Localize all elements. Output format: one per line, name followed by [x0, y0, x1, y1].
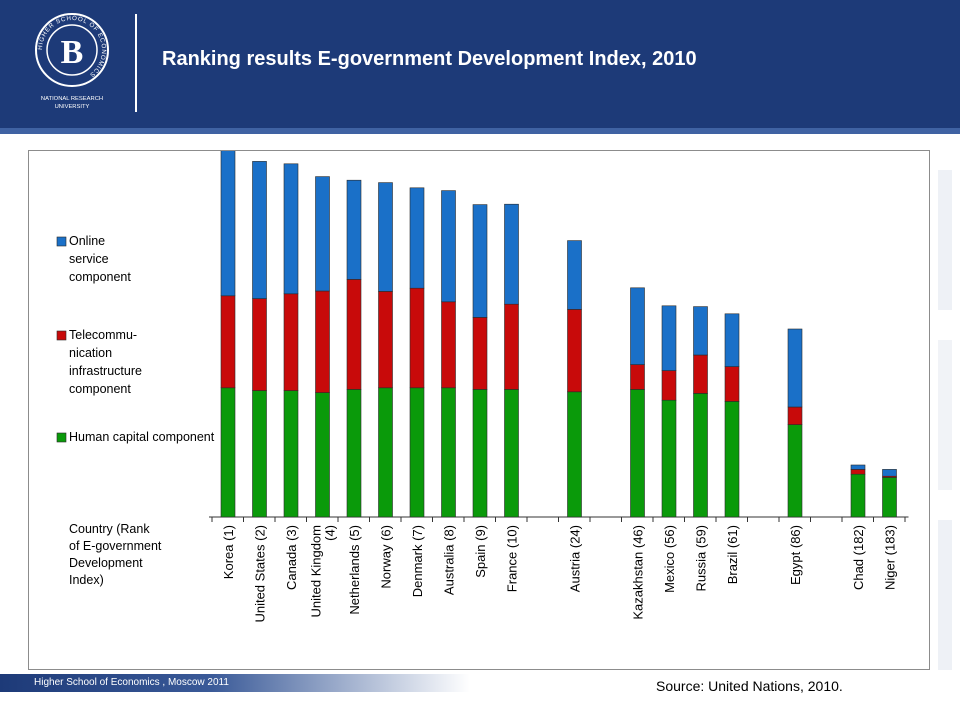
- online-service-bar: [346, 179, 362, 280]
- human-capital-bar: [567, 391, 582, 518]
- telecom-bar: [567, 309, 582, 393]
- online-service-bar: [724, 313, 740, 367]
- human-capital-bar: [472, 389, 488, 518]
- human-capital-bar: [409, 387, 425, 518]
- hse-logo-icon: HIGHER SCHOOL OF ECONOMICS В NATIONAL RE…: [30, 10, 114, 122]
- human-capital-bar: [315, 392, 330, 518]
- category-label: Egypt (86): [788, 525, 803, 585]
- telecom-bar: [787, 406, 803, 425]
- human-capital-bar: [787, 424, 803, 518]
- telecom-bar: [630, 364, 645, 390]
- telecom-bar: [252, 298, 267, 391]
- telecom-bar: [315, 290, 330, 393]
- online-service-bar: [693, 306, 708, 356]
- footer-bar: [0, 674, 470, 692]
- slide-title: Ranking results E-government Development…: [162, 48, 697, 70]
- online-service-bar: [630, 287, 645, 365]
- online-service-bar: [283, 163, 299, 295]
- human-capital-bar: [504, 389, 519, 518]
- legend-swatch: [56, 432, 67, 443]
- telecom-bar: [378, 291, 393, 389]
- human-capital-bar: [724, 401, 740, 518]
- category-label: Mexico (56): [662, 525, 677, 593]
- human-capital-bar: [252, 390, 267, 518]
- online-service-bar: [850, 464, 866, 470]
- category-label: Russia (59): [694, 525, 709, 591]
- category-label: Kazakhstan (46): [631, 525, 646, 620]
- human-capital-bar: [661, 399, 677, 518]
- header-stripe: [0, 128, 960, 134]
- header-divider: [135, 14, 137, 112]
- telecom-bar: [693, 354, 708, 394]
- telecom-bar: [441, 301, 456, 389]
- online-service-bar: [252, 161, 267, 299]
- telecom-bar: [283, 293, 299, 391]
- category-label: Korea (1): [221, 525, 236, 579]
- online-service-bar: [220, 151, 236, 297]
- category-label: Chad (182): [851, 525, 866, 590]
- online-service-bar: [661, 305, 677, 371]
- online-service-bar: [472, 204, 488, 318]
- chart-frame: Korea (1) United States (2) Canada (3) Unit…: [28, 150, 930, 670]
- human-capital-bar: [346, 389, 362, 518]
- telecom-bar: [346, 279, 362, 390]
- legend-label: Human capital component: [69, 430, 215, 444]
- source-note: Source: United Nations, 2010.: [656, 678, 843, 694]
- online-service-bar: [787, 328, 803, 408]
- logo-monogram: В: [61, 34, 84, 71]
- legend-label: Online service component: [69, 234, 131, 284]
- category-label: Spain (9): [473, 525, 488, 578]
- category-label: France (10): [505, 525, 520, 592]
- category-label: Niger (183): [883, 525, 898, 590]
- online-service-bar: [882, 469, 897, 477]
- telecom-bar: [472, 317, 488, 390]
- category-label: United States (2): [253, 525, 268, 623]
- telecom-bar: [661, 370, 677, 401]
- telecom-bar: [850, 469, 866, 475]
- telecom-bar: [409, 287, 425, 389]
- human-capital-bar: [850, 473, 866, 518]
- human-capital-bar: [283, 390, 299, 518]
- stacked-bar-chart: Korea (1) United States (2) Canada (3) Unit…: [56, 151, 909, 623]
- online-service-bar: [504, 203, 519, 305]
- human-capital-bar: [441, 387, 456, 518]
- human-capital-bar: [693, 393, 708, 518]
- category-label: Australia (8): [442, 525, 457, 595]
- logo-caption-line1: NATIONAL RESEARCH: [41, 96, 103, 102]
- category-label: Denmark (7): [410, 525, 425, 597]
- category-label: Austria (24): [568, 525, 583, 592]
- category-label: United Kingdom: [309, 525, 324, 618]
- online-service-bar: [409, 187, 425, 289]
- telecom-bar: [504, 303, 519, 390]
- online-service-bar: [378, 182, 393, 292]
- decorative-watermark: [930, 150, 960, 680]
- category-label: (4): [323, 525, 338, 541]
- human-capital-bar: [378, 387, 393, 518]
- legend-swatch: [56, 236, 67, 247]
- header-band: [0, 0, 960, 128]
- telecom-bar: [220, 295, 236, 389]
- axis-caption: Country (Rank of E-government Development I…: [69, 522, 162, 587]
- human-capital-bar: [220, 387, 236, 518]
- human-capital-bar: [630, 389, 645, 518]
- legend-swatch: [56, 330, 67, 341]
- category-label: Netherlands (5): [347, 525, 362, 615]
- category-label: Norway (6): [379, 525, 394, 589]
- category-label: Canada (3): [284, 525, 299, 590]
- legend-label: Telecommu-nication infrastructure componen…: [69, 328, 142, 396]
- online-service-bar: [315, 176, 330, 292]
- category-label: Brazil (61): [725, 525, 740, 584]
- logo-caption-line2: UNIVERSITY: [55, 104, 90, 110]
- human-capital-bar: [882, 477, 897, 518]
- online-service-bar: [567, 240, 582, 310]
- footer-text: Higher School of Economics , Moscow 2011: [34, 677, 229, 688]
- online-service-bar: [441, 190, 456, 303]
- telecom-bar: [724, 366, 740, 402]
